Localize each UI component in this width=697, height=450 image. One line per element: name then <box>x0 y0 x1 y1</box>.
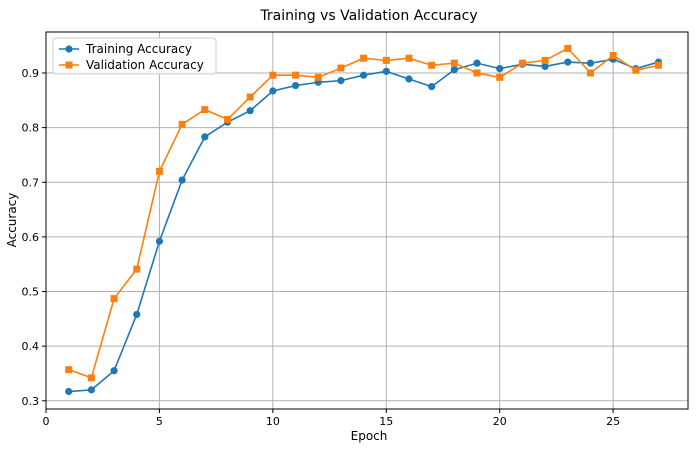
validation-point <box>564 44 572 52</box>
chart-title: Training vs Validation Accuracy <box>259 8 477 24</box>
plot-frame <box>45 31 689 410</box>
legend-marker-square <box>65 61 73 69</box>
training-point <box>496 65 504 73</box>
training-point <box>564 58 572 66</box>
ticks: 0 5 10 15 20 25 0.3 0.4 0.5 0.6 0.7 0.8 0.9 <box>22 67 621 428</box>
validation-point <box>473 69 481 77</box>
grid <box>45 32 688 409</box>
validation-point <box>223 115 231 123</box>
y-tick-label: 0.8 <box>22 122 40 135</box>
validation-point <box>609 51 617 59</box>
training-point <box>405 75 413 83</box>
validation-point <box>632 66 640 74</box>
legend-box <box>52 37 217 75</box>
training-point <box>65 387 73 396</box>
validation-point <box>178 120 186 128</box>
x-tick-label: 20 <box>493 415 507 428</box>
legend-label: Validation Accuracy <box>86 58 204 72</box>
validation-point <box>450 59 458 67</box>
training-point <box>428 83 436 91</box>
x-tick-label: 10 <box>266 415 280 428</box>
validation-point <box>360 54 368 62</box>
training-point <box>359 71 368 79</box>
validation-point <box>292 71 300 79</box>
x-axis-label: Epoch <box>351 429 388 443</box>
training-point <box>382 67 390 75</box>
legend-marker-circle <box>65 45 73 53</box>
training-point <box>586 59 595 67</box>
x-tick-label: 0 <box>43 415 50 428</box>
validation-point <box>428 61 436 69</box>
validation-point <box>269 71 277 79</box>
y-tick-label: 0.5 <box>22 286 40 299</box>
x-tick-label: 25 <box>606 415 620 428</box>
validation-point <box>496 73 504 81</box>
x-tick-label: 15 <box>379 415 393 428</box>
training-point <box>291 81 300 90</box>
validation-point <box>201 106 209 114</box>
validation-point <box>110 295 118 303</box>
y-tick-label: 0.6 <box>22 231 40 244</box>
training-point <box>246 107 254 115</box>
legend-label: Training Accuracy <box>85 42 192 56</box>
training-point <box>87 386 95 394</box>
y-axis-label: Accuracy <box>5 193 19 248</box>
y-tick-label: 0.7 <box>22 176 40 189</box>
training-point <box>155 237 164 245</box>
validation-point <box>246 93 254 101</box>
validation-point <box>586 69 594 77</box>
validation-point <box>155 167 163 175</box>
y-tick-label: 0.4 <box>22 340 40 353</box>
validation-point <box>541 56 549 64</box>
training-point <box>473 59 481 67</box>
training-point <box>269 87 277 95</box>
x-tick-label: 5 <box>156 415 163 428</box>
y-tick-label: 0.3 <box>22 395 40 408</box>
validation-point <box>382 56 390 64</box>
training-point <box>541 62 549 71</box>
series-layer <box>65 44 663 396</box>
validation-point <box>314 73 322 81</box>
validation-point <box>87 374 95 382</box>
legend: Training Accuracy Validation Accuracy <box>52 37 217 75</box>
validation-point <box>337 64 345 72</box>
validation-point <box>405 54 413 62</box>
validation-point <box>518 59 526 67</box>
y-tick-label: 0.9 <box>22 67 40 80</box>
training-point <box>201 133 209 141</box>
training-point <box>178 176 186 184</box>
training-point <box>133 310 141 319</box>
validation-point <box>133 265 141 273</box>
training-point <box>110 367 118 375</box>
validation-point <box>655 61 663 69</box>
validation-point <box>65 366 73 374</box>
training-point <box>337 77 345 85</box>
training-point <box>450 66 458 74</box>
